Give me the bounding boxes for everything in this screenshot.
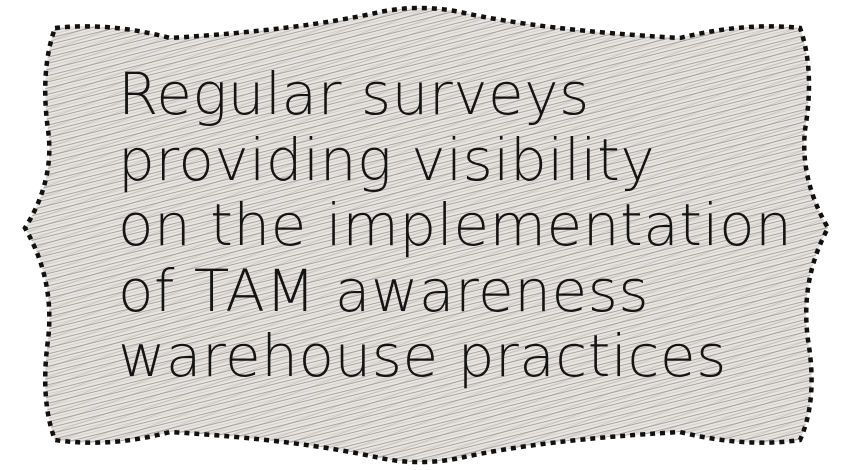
card-line-5: warehouse practices <box>118 322 727 390</box>
card-line-4: of TAM awareness <box>118 256 650 325</box>
card-line-3: on the implementation <box>118 191 793 259</box>
card-line-2: providing visibility <box>118 125 656 194</box>
card-text: Regular surveys providing visibility on … <box>118 60 808 390</box>
dotted-border <box>22 5 831 465</box>
card-line-1: Regular surveys <box>118 60 590 128</box>
